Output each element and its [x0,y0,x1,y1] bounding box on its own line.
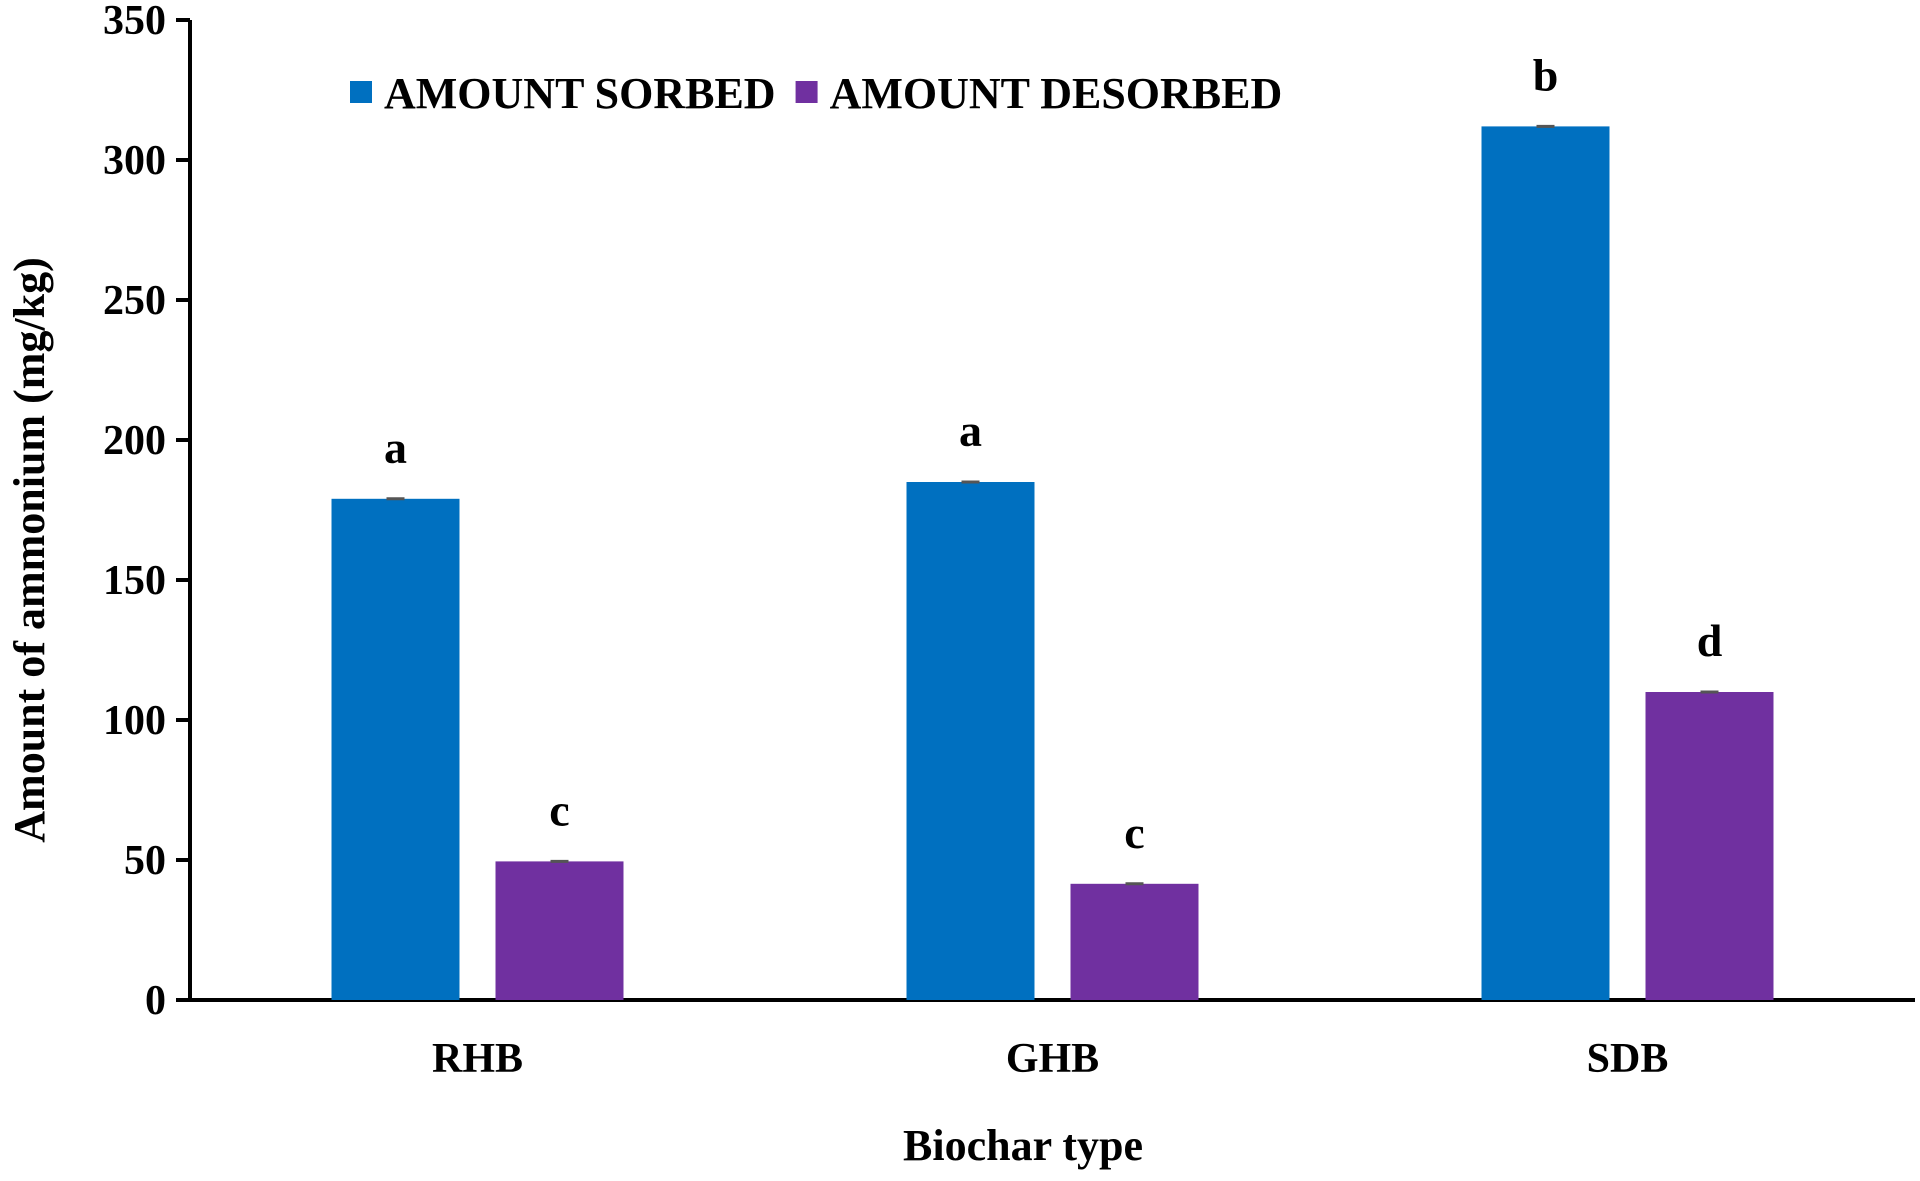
x-axis-title: Biochar type [903,1121,1143,1170]
x-tick-label-rhb: RHB [432,1036,523,1082]
y-tick-label: 250 [103,278,166,324]
significance-letter: c [549,784,569,835]
y-tick-label: 150 [103,558,166,604]
y-axis-title: Amount of ammonium (mg/kg) [5,257,54,842]
x-tick-label-ghb: GHB [1006,1036,1099,1082]
y-tick-label: 300 [103,138,166,184]
y-tick-label: 0 [145,978,166,1024]
significance-letter: a [959,405,982,456]
y-tick-label: 200 [103,418,166,464]
bar-sorbed-ghb [906,482,1035,1000]
significance-letter: a [384,422,407,473]
bar-desorbed-rhb [495,861,624,1000]
y-tick-label: 350 [103,0,166,44]
significance-letter: c [1124,807,1144,858]
legend-swatch-sorbed [350,81,372,103]
legend-label-desorbed: AMOUNT DESORBED [830,69,1283,118]
legend-swatch-desorbed [795,81,818,103]
bar-sorbed-sdb [1481,126,1610,1000]
bar-desorbed-ghb [1070,883,1199,1000]
legend-label-sorbed: AMOUNT SORBED [384,69,776,118]
labels: a c RHB a c GHB b d SDB [384,49,1723,1082]
y-tick-label: 50 [124,838,166,884]
bar-sorbed-rhb [331,498,460,1000]
legend: AMOUNT SORBED AMOUNT DESORBED [350,69,1282,118]
bars [331,124,1774,1000]
bar-desorbed-sdb [1645,692,1774,1000]
axes: 0 50 100 150 200 250 300 350 [103,0,1915,1024]
significance-letter: d [1697,615,1723,666]
y-tick-label: 100 [103,698,166,744]
significance-letter: b [1533,49,1559,100]
x-tick-label-sdb: SDB [1587,1036,1669,1082]
